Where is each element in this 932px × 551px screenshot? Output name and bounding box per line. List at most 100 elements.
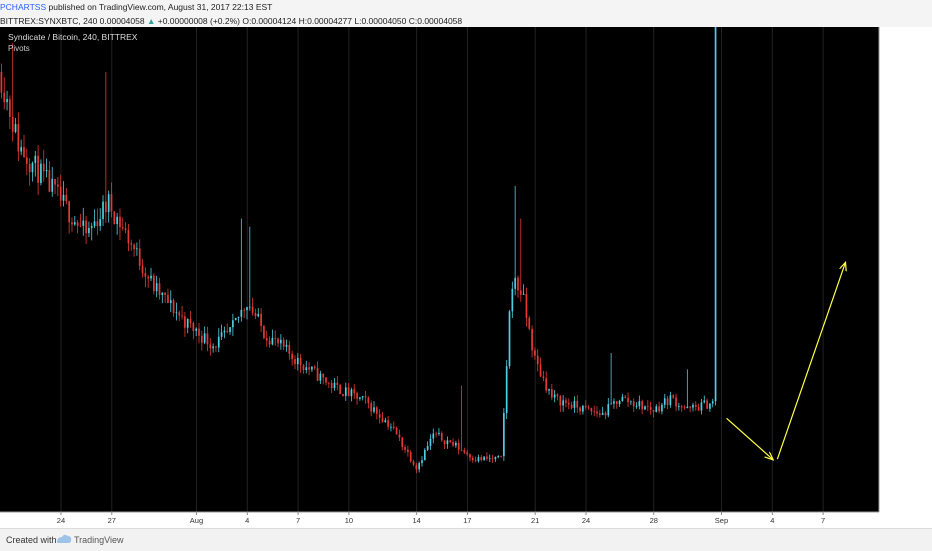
candle-down [277,338,279,344]
publish-info: published on TradingView.com, August 31,… [48,2,273,12]
candle-down [189,319,192,324]
candle-down [164,292,166,295]
candle-down [23,147,25,158]
candle-up [62,194,65,201]
candle-up [483,456,485,460]
candle-up [175,312,178,314]
candle-down [675,397,677,407]
x-tick-label: 7 [296,516,300,525]
x-tick-label: 17 [463,516,471,525]
candle-up [99,219,102,227]
candle-down [17,124,20,152]
candle-down [299,357,302,366]
candle-up [40,163,42,183]
tradingview-brand[interactable]: TradingView [74,535,124,545]
candle-down [440,432,443,441]
price-chart[interactable]: 0.000025000.000030000.000035000.00004000… [0,27,932,528]
candle-up [700,402,703,411]
candle-down [124,228,127,231]
candle-down [342,394,344,396]
candle-up [305,367,308,371]
candle-down [158,283,161,296]
x-tick-label: 27 [108,516,116,525]
candle-down [658,406,660,412]
candle-down [85,220,87,234]
candle-down [570,404,573,408]
candle-up [610,403,612,405]
candle-up [150,275,152,279]
candle-up [429,438,432,447]
candle-down [206,333,209,345]
plot-area [0,27,879,512]
candle-down [579,407,581,412]
footer: Created with TradingView [0,528,932,551]
x-tick-label: 24 [582,516,590,525]
candle-down [559,396,562,406]
candle-down [649,406,652,411]
annotation-arrow [726,417,773,459]
candle-up [90,226,93,228]
x-tick-label: 24 [57,516,65,525]
candle-down [604,412,607,416]
candle-down [415,464,418,470]
candle-down [200,335,203,343]
x-tick-label: 21 [531,516,539,525]
candle-up [373,407,375,412]
x-tick-label: 7 [821,516,825,525]
candle-down [76,222,79,226]
candle-up [45,170,48,172]
candle-up [246,307,248,311]
candle-down [302,365,305,371]
candle-down [466,452,469,455]
candle-up [20,147,23,152]
candle-down [25,157,28,164]
candle-up [14,124,17,132]
annotation-arrow [776,263,845,460]
candle-down [127,230,130,244]
candle-down [689,406,692,408]
candle-down [110,194,113,212]
candle-up [34,155,37,163]
candle-down [398,434,401,438]
candle-down [576,400,579,408]
candle-up [503,413,505,457]
candle-up [630,401,632,403]
candle-down [598,413,601,415]
candle-up [220,332,223,337]
candle-up [195,328,198,331]
candle-down [130,243,133,245]
candle-up [344,387,347,396]
candle-down [565,400,567,403]
candle-down [65,194,68,202]
author-link[interactable]: PCHARTSS [0,2,47,12]
candle-down [181,315,183,317]
candle-up [234,317,237,321]
candle-down [263,325,265,339]
candle-down [697,406,700,411]
candle-up [553,394,556,398]
candle-down [260,313,262,326]
candle-up [582,405,584,412]
candle-down [48,170,51,192]
candle-down [587,407,590,409]
candle-down [119,216,121,228]
candle-down [105,201,107,213]
candle-down [469,454,471,458]
candle-down [375,407,378,414]
candle-up [155,283,158,292]
candle-up [350,389,353,397]
candle-down [347,387,350,397]
candle-down [42,163,45,172]
candle-down [528,317,531,329]
candle-down [519,290,522,295]
candle-up [333,382,336,389]
candle-up [232,320,234,328]
candle-up [692,404,694,408]
candle-down [282,339,285,347]
candle-up [711,401,714,404]
candle-down [480,457,483,460]
candle-down [141,265,144,274]
publish-header: PCHARTSS published on TradingView.com, A… [0,0,932,14]
candle-up [359,397,361,399]
candle-up [514,277,516,289]
